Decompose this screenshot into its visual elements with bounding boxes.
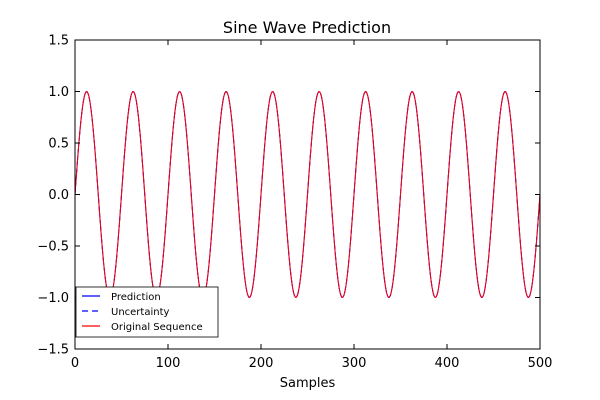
x-axis-label: Samples — [280, 376, 336, 391]
series-line-original-sequence — [75, 91, 540, 298]
x-tick-label: 100 — [156, 356, 181, 371]
legend-box — [75, 286, 219, 338]
x-tick-label: 500 — [528, 356, 553, 371]
legend-label-original-sequence: Original Sequence — [111, 322, 203, 333]
y-tick-label: 1.0 — [48, 85, 69, 100]
ticks-layer: 0 100 200 300 400 500 −1.5 −1.0 −0.5 0.0 0.5 1.0 1.5 — [37, 34, 552, 372]
x-tick-label: 300 — [342, 356, 367, 371]
y-tick-label: −1.0 — [37, 291, 69, 306]
legend-label-uncertainty: Uncertainty — [111, 307, 170, 318]
x-tick-label: 400 — [435, 356, 460, 371]
series-layer — [75, 91, 540, 298]
chart-title: Sine Wave Prediction — [223, 18, 391, 37]
y-tick-label: −0.5 — [37, 240, 69, 255]
y-tick-label: 0.5 — [48, 137, 69, 152]
y-tick-label: 1.5 — [48, 34, 69, 49]
legend-label-prediction: Prediction — [111, 292, 161, 303]
x-tick-label: 0 — [71, 356, 79, 371]
y-tick-label: 0.0 — [48, 188, 69, 203]
y-tick-label: −1.5 — [37, 343, 69, 358]
x-tick-label: 200 — [249, 356, 274, 371]
legend: Prediction Uncertainty Original Sequence — [75, 286, 219, 338]
